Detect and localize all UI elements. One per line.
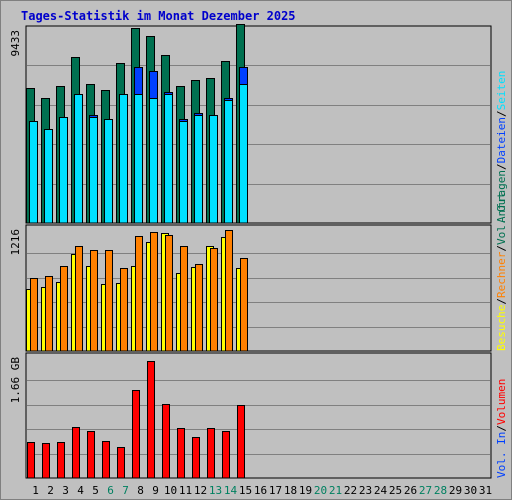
bar-volumen-day-5 <box>87 431 95 479</box>
bar-seiten-day-8 <box>134 94 143 224</box>
x-tick-label: 4 <box>77 484 84 497</box>
x-tick-label: 1 <box>32 484 39 497</box>
bar-rechner-day-12 <box>195 264 203 352</box>
bar-seiten-day-1 <box>29 121 38 224</box>
x-tick-label: 22 <box>344 484 357 497</box>
bar-seiten-day-12 <box>194 115 203 224</box>
bar-volumen-day-14 <box>222 431 230 479</box>
legend-entry: Seiten <box>495 71 508 111</box>
bar-seiten-day-7 <box>119 94 128 224</box>
bar-volumen-day-12 <box>192 437 200 479</box>
bar-volumen-day-7 <box>117 447 125 479</box>
bar-seiten-day-14 <box>224 100 233 224</box>
bar-rechner-day-1 <box>30 278 38 352</box>
bar-seiten-day-13 <box>209 115 218 224</box>
x-tick-label: 10 <box>164 484 177 497</box>
bar-rechner-day-15 <box>240 258 248 352</box>
x-tick-label: 25 <box>389 484 402 497</box>
legend-entry: Rechner <box>495 251 508 298</box>
bar-seiten-day-10 <box>164 94 173 224</box>
bar-rechner-day-9 <box>150 232 158 352</box>
legend-entry: / <box>495 245 508 252</box>
x-tick-label: 2 <box>47 484 54 497</box>
bar-rechner-day-5 <box>90 250 98 352</box>
bar-rechner-day-11 <box>180 246 188 352</box>
x-tick-label: 18 <box>284 484 297 497</box>
bar-volumen-day-1 <box>27 442 35 479</box>
x-tick-label: 26 <box>404 484 417 497</box>
bar-rechner-day-13 <box>210 248 218 352</box>
bar-rechner-day-7 <box>120 268 128 352</box>
legend-entry: / <box>495 298 508 305</box>
x-tick-label: 9 <box>152 484 159 497</box>
x-tick-label: 31 <box>479 484 492 497</box>
legend-entry: Vol. In <box>495 432 508 478</box>
legend-entry: / <box>495 163 508 170</box>
legend-entry: Volumen <box>495 379 508 425</box>
bar-volumen-day-4 <box>72 427 80 479</box>
bar-volumen-day-6 <box>102 441 110 479</box>
chart-title: Tages-Statistik im Monat Dezember 2025 <box>21 9 296 23</box>
bar-seiten-day-11 <box>179 121 188 224</box>
x-tick-label: 17 <box>269 484 282 497</box>
legend-entry: Vol. Out <box>495 192 508 245</box>
x-tick-label: 3 <box>62 484 69 497</box>
bar-seiten-day-3 <box>59 117 68 224</box>
x-tick-label: 5 <box>92 484 99 497</box>
x-tick-label: 14 <box>224 484 238 497</box>
x-tick-label: 8 <box>137 484 144 497</box>
bar-volumen-day-8 <box>132 390 140 479</box>
bar-volumen-day-10 <box>162 404 170 479</box>
bar-rechner-day-3 <box>60 266 68 352</box>
legend-entry: / <box>495 425 508 432</box>
x-tick-label: 20 <box>314 484 327 497</box>
bar-volumen-day-13 <box>207 428 215 479</box>
x-tick-label: 27 <box>419 484 432 497</box>
legend-entry: / <box>495 110 508 117</box>
bar-volumen-day-9 <box>147 361 155 479</box>
bar-rechner-day-10 <box>165 235 173 352</box>
right-legend-visits: Besuche/Rechner/Vol. Out <box>495 192 508 351</box>
legend-entry: Besuche <box>495 305 508 351</box>
bar-rechner-day-2 <box>45 276 53 352</box>
bar-rechner-day-8 <box>135 236 143 352</box>
ymax-label-volume: 1.66 GB <box>9 357 22 404</box>
ymax-label-requests: 9433 <box>9 30 22 57</box>
bar-seiten-day-4 <box>74 94 83 224</box>
bar-volumen-day-15 <box>237 405 245 479</box>
x-tick-label: 28 <box>434 484 447 497</box>
x-tick-label: 29 <box>449 484 462 497</box>
x-tick-label: 24 <box>374 484 388 497</box>
ymax-label-visits: 1216 <box>9 229 22 256</box>
x-tick-label: 6 <box>107 484 114 497</box>
x-tick-label: 13 <box>209 484 222 497</box>
x-tick-label: 30 <box>464 484 477 497</box>
x-tick-label: 23 <box>359 484 372 497</box>
x-tick-label: 12 <box>194 484 207 497</box>
x-tick-label: 21 <box>329 484 342 497</box>
bar-seiten-day-5 <box>89 117 98 224</box>
bar-seiten-day-2 <box>44 129 53 224</box>
bar-seiten-day-9 <box>149 98 158 224</box>
x-tick-label: 11 <box>179 484 192 497</box>
right-legend-volume: Vol. In/Volumen <box>495 379 508 478</box>
bar-seiten-day-6 <box>104 119 113 224</box>
panel-frame-volume <box>25 352 492 479</box>
bar-rechner-day-6 <box>105 250 113 352</box>
x-tick-label: 7 <box>122 484 129 497</box>
bar-volumen-day-11 <box>177 428 185 479</box>
x-tick-label: 16 <box>254 484 267 497</box>
x-tick-label: 15 <box>239 484 252 497</box>
bar-volumen-day-2 <box>42 443 50 479</box>
bar-rechner-day-14 <box>225 230 233 352</box>
bar-seiten-day-15 <box>239 84 248 224</box>
legend-entry: Anfragen <box>495 170 508 223</box>
bar-rechner-day-4 <box>75 246 83 352</box>
bar-volumen-day-3 <box>57 442 65 479</box>
right-legend-requests: Anfragen/Dateien/Seiten <box>495 71 508 223</box>
legend-entry: Dateien <box>495 117 508 163</box>
x-tick-label: 19 <box>299 484 312 497</box>
